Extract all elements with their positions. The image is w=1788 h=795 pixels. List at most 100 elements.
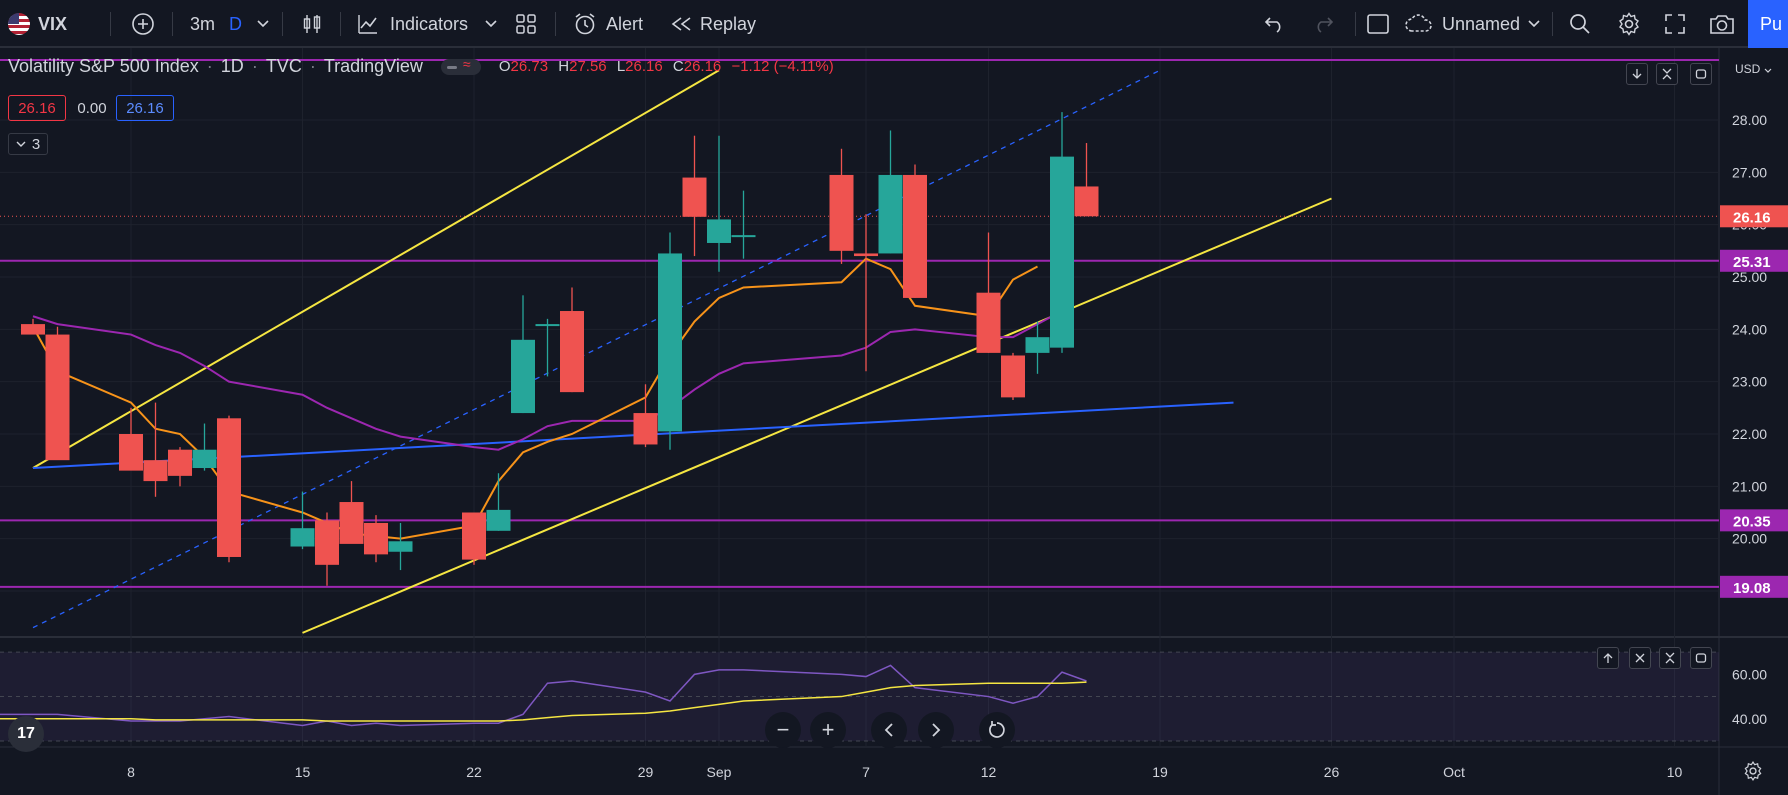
- candle: [45, 326, 70, 461]
- candle: [119, 407, 143, 471]
- candle: [315, 512, 339, 586]
- bid-box[interactable]: 26.16: [8, 95, 66, 121]
- time-tick-label: Sep: [707, 764, 732, 780]
- grid-icon: [516, 14, 536, 34]
- candle: [486, 473, 511, 531]
- reset-icon: [989, 721, 1005, 738]
- maximize-pane-button[interactable]: [1656, 63, 1678, 85]
- candle-body: [707, 219, 731, 243]
- toolbar-divider: [340, 12, 341, 36]
- candle-body: [315, 520, 339, 565]
- zoom-in-button[interactable]: +: [810, 712, 846, 748]
- symbol-label: VIX: [38, 13, 68, 34]
- chart-canvas[interactable]: 28.0027.0026.0025.0024.0023.0022.0021.00…: [0, 48, 1788, 795]
- redo-button[interactable]: [1312, 0, 1334, 48]
- price-axis-badge-label: 20.35: [1733, 513, 1771, 530]
- candle: [168, 447, 192, 487]
- layout-dropdown[interactable]: [1528, 0, 1540, 48]
- tradingview-logo-icon[interactable]: 17: [8, 716, 44, 752]
- alert-label: Alert: [606, 13, 644, 34]
- candle: [1074, 143, 1099, 217]
- candle-body: [854, 253, 878, 257]
- settings-button[interactable]: [1616, 0, 1642, 48]
- us-flag-icon: [8, 13, 30, 35]
- candle-body: [290, 528, 315, 547]
- undo-icon: [1264, 17, 1281, 33]
- price-axis-badge: [1720, 205, 1788, 228]
- price-axis-badge: [1720, 575, 1788, 598]
- move-pane-up-button[interactable]: [1597, 647, 1619, 669]
- candle: [1050, 112, 1074, 353]
- layout-button[interactable]: [1366, 0, 1390, 48]
- indicators-dropdown[interactable]: [485, 0, 497, 48]
- publish-button[interactable]: Pu: [1748, 0, 1788, 48]
- currency-label[interactable]: USD: [1735, 62, 1772, 76]
- compare-add-button[interactable]: [130, 0, 156, 48]
- candle: [878, 130, 903, 254]
- price-tick-label: 28.00: [1732, 112, 1767, 128]
- symbol-name[interactable]: Volatility S&P 500 Index: [8, 56, 199, 76]
- snapshot-button[interactable]: [1708, 0, 1736, 48]
- publish-label: Pu: [1760, 13, 1783, 34]
- toolbar-divider: [172, 12, 173, 36]
- market-status-icon[interactable]: [440, 56, 481, 75]
- candle-body: [192, 449, 217, 469]
- search-button[interactable]: [1568, 0, 1592, 48]
- remove-pane-button[interactable]: [1629, 647, 1651, 669]
- candle: [364, 515, 388, 563]
- scroll-left-button[interactable]: [871, 712, 907, 748]
- candle-body: [511, 339, 535, 414]
- replay-button[interactable]: Replay: [670, 0, 756, 48]
- move-pane-down-button[interactable]: [1626, 63, 1648, 85]
- open-label: O: [498, 58, 511, 75]
- layout-name-label: Unnamed: [1442, 13, 1521, 34]
- candle-body: [633, 413, 658, 445]
- maximize-rsi-button[interactable]: [1659, 647, 1681, 669]
- indicators-icon: [358, 15, 377, 34]
- camera-icon: [1710, 15, 1734, 34]
- candle: [21, 318, 45, 335]
- candle: [1001, 352, 1025, 400]
- chevron-down-icon: [16, 141, 26, 147]
- chart-interval-button[interactable]: D: [229, 0, 242, 48]
- candle-body: [339, 502, 364, 544]
- candle: [854, 214, 878, 372]
- time-tick-label: 7: [862, 764, 870, 780]
- chart-type-button[interactable]: [300, 0, 324, 48]
- candle-body: [976, 292, 1001, 353]
- spread-value: 0.00: [77, 99, 107, 117]
- close-value: 26.16: [683, 58, 722, 75]
- candle-body: [829, 174, 854, 251]
- time-tick-label: 15: [295, 764, 311, 780]
- candle: [829, 148, 854, 264]
- templates-button[interactable]: [515, 0, 537, 48]
- chevron-down-icon: [257, 20, 269, 28]
- candle: [339, 481, 364, 544]
- interval-dropdown[interactable]: [257, 0, 269, 48]
- candle: [217, 415, 241, 563]
- chevron-down-icon: [1528, 20, 1540, 28]
- zoom-out-button[interactable]: −: [765, 712, 801, 748]
- indicators-button[interactable]: Indicators: [356, 0, 468, 48]
- fullscreen-button[interactable]: [1664, 0, 1686, 48]
- ask-box[interactable]: 26.16: [116, 95, 174, 121]
- grid-lines: [0, 48, 1719, 747]
- scroll-right-button[interactable]: [918, 712, 954, 748]
- time-axis-settings-button[interactable]: [1742, 747, 1764, 795]
- price-axis-badge-label: 25.31: [1733, 254, 1771, 271]
- interval-button[interactable]: 3m: [190, 0, 215, 48]
- candle: [535, 318, 560, 377]
- restore-pane-button[interactable]: [1690, 63, 1712, 85]
- indicators-collapse-button[interactable]: 3: [8, 133, 48, 155]
- save-layout-button[interactable]: Unnamed: [1404, 0, 1520, 48]
- alert-button[interactable]: Alert: [572, 0, 643, 48]
- reset-chart-button[interactable]: [979, 712, 1015, 748]
- rsi-pane: [0, 651, 1719, 742]
- slow-moving-average-line: [32, 310, 1063, 451]
- redo-icon: [1317, 17, 1334, 33]
- add-symbol-icon: [132, 13, 154, 35]
- collapse-icon: [1662, 68, 1672, 80]
- undo-button[interactable]: [1264, 0, 1286, 48]
- restore-rsi-button[interactable]: [1690, 647, 1712, 669]
- symbol-search-button[interactable]: VIX: [8, 0, 67, 48]
